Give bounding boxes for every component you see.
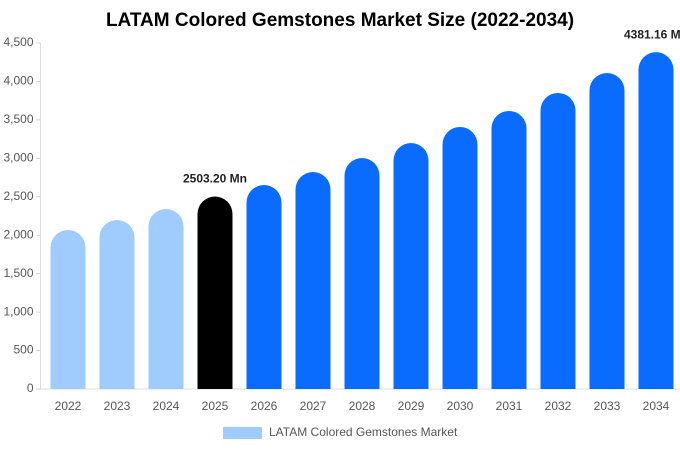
x-tick-label: 2032: [545, 399, 572, 413]
y-tick-label: 3,000: [3, 151, 33, 165]
bar: [540, 92, 576, 389]
y-tick-label: 1,500: [3, 266, 33, 280]
value-label: 4381.16 Mn: [624, 27, 680, 41]
x-tick-label: 2029: [398, 399, 425, 413]
chart-title: LATAM Colored Gemstones Market Size (202…: [106, 10, 574, 31]
bar: [589, 72, 625, 389]
y-tick-label: 3,500: [3, 112, 33, 126]
x-tick-label: 2033: [594, 399, 621, 413]
bar: [50, 229, 86, 389]
legend-swatch: [223, 427, 262, 439]
x-tick-label: 2024: [153, 399, 180, 413]
y-tick-label: 1,000: [3, 304, 33, 318]
bar: [246, 185, 282, 389]
bar: [393, 143, 429, 389]
bar: [638, 52, 674, 389]
x-tick-label: 2027: [300, 399, 327, 413]
y-tick-label: 2,000: [3, 227, 33, 241]
x-tick-label: 2034: [643, 399, 670, 413]
x-tick-label: 2026: [251, 399, 278, 413]
x-tick-label: 2028: [349, 399, 376, 413]
bar: [295, 172, 331, 389]
bar: [442, 126, 478, 389]
bar: [197, 196, 233, 389]
bar: [344, 158, 380, 389]
bar: [99, 219, 135, 389]
x-tick-label: 2025: [202, 399, 229, 413]
y-tick-label: 500: [13, 343, 33, 357]
y-tick-label: 4,000: [3, 74, 33, 88]
x-tick-label: 2031: [496, 399, 523, 413]
y-tick-label: 0: [27, 381, 34, 395]
y-tick-label: 4,500: [3, 35, 33, 49]
legend-label: LATAM Colored Gemstones Market: [269, 425, 458, 439]
x-tick-label: 2023: [104, 399, 131, 413]
x-tick-label: 2030: [447, 399, 474, 413]
value-label: 2503.20 Mn: [183, 172, 247, 186]
x-tick-label: 2022: [55, 399, 82, 413]
bar: [148, 209, 184, 389]
y-tick-label: 2,500: [3, 189, 33, 203]
bar: [491, 110, 527, 389]
